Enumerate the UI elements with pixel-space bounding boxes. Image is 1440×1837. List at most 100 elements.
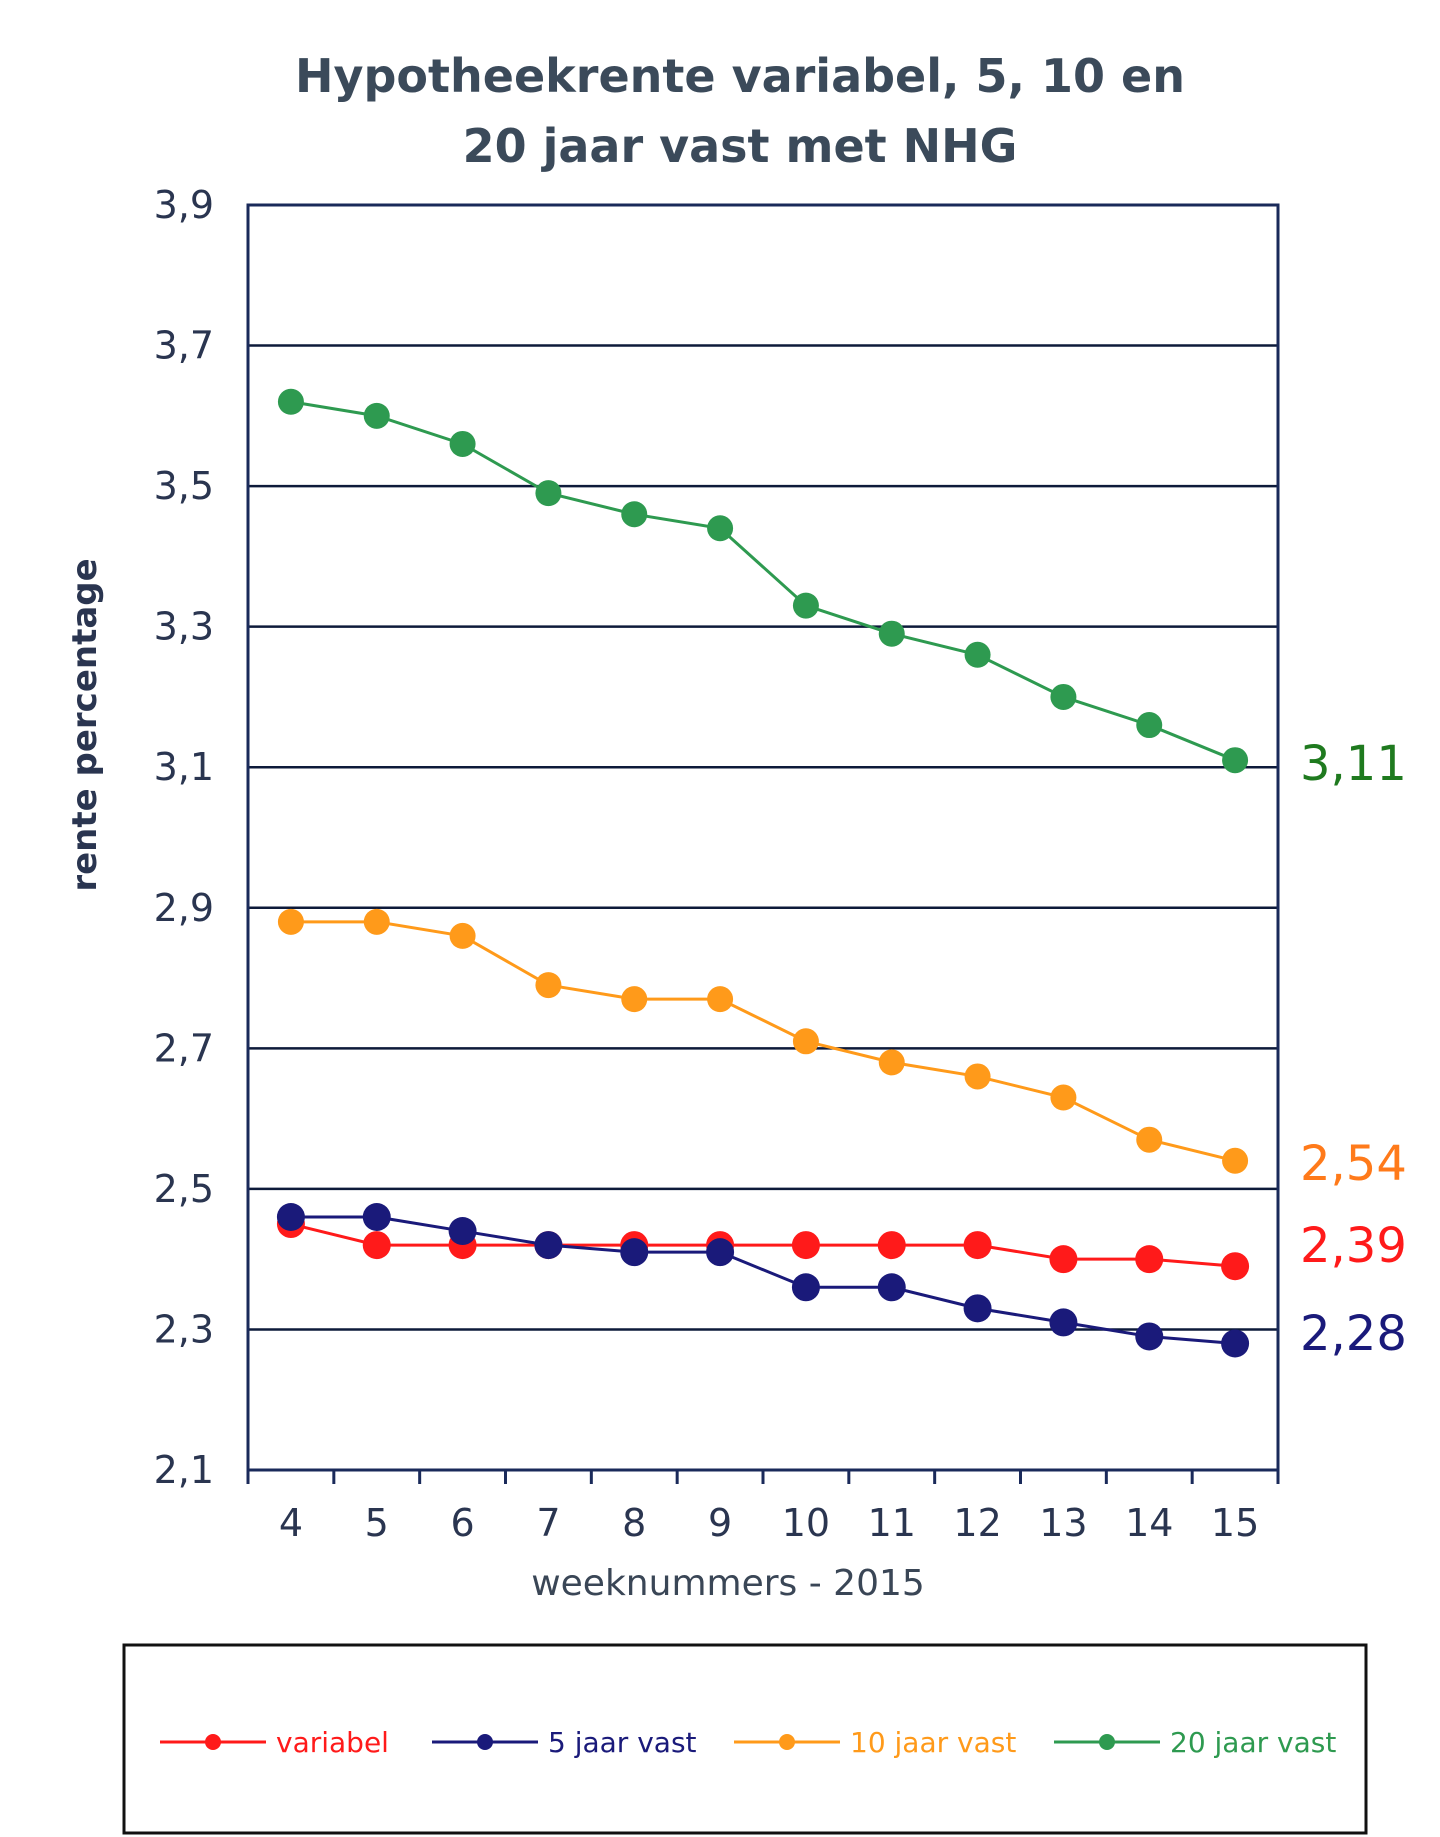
series-20-jaar-vast (277, 388, 1249, 774)
data-point (362, 1231, 391, 1260)
data-point (878, 620, 905, 647)
series-line (290, 1222, 1236, 1268)
y-tick-label: 2,7 (154, 1026, 214, 1070)
legend-label: 20 jaar vast (1170, 1726, 1336, 1759)
data-point (621, 986, 648, 1013)
series-5-jaar-vast (276, 1203, 1250, 1358)
x-tick-label: 7 (536, 1501, 560, 1545)
data-point (1135, 1245, 1164, 1274)
x-tick-label: 8 (622, 1501, 646, 1545)
chart-title-line-1: Hypotheekrente variabel, 5, 10 en (295, 49, 1185, 103)
y-tick-label: 3,3 (154, 605, 214, 649)
series-line (290, 400, 1236, 762)
legend-item: 5 jaar vast (432, 1726, 697, 1759)
x-tick-label: 11 (868, 1501, 916, 1545)
y-axis-title: rente percentage (65, 558, 105, 891)
data-point (878, 1049, 905, 1076)
data-point (1049, 1308, 1078, 1337)
data-point (535, 972, 562, 999)
series-line (290, 1215, 1236, 1345)
legend-marker (205, 1734, 221, 1750)
x-tick-label: 4 (279, 1501, 303, 1545)
data-point (449, 922, 476, 949)
chart-title-line-2: 20 jaar vast met NHG (463, 119, 1018, 173)
end-labels: 3,11 2,54 2,39 2,28 (1300, 736, 1407, 1362)
data-point (362, 1203, 391, 1231)
x-tick-label: 14 (1125, 1501, 1173, 1545)
data-point (1049, 1245, 1078, 1274)
y-tick-label: 2,5 (154, 1167, 214, 1211)
data-point (535, 480, 562, 507)
y-tick-label: 3,9 (154, 183, 214, 227)
gridlines (248, 344, 1278, 1331)
data-point (1050, 683, 1077, 710)
y-tick-label: 3,1 (154, 745, 214, 789)
x-tick-label: 13 (1039, 1501, 1087, 1545)
legend-label: variabel (276, 1726, 389, 1759)
y-tick-label: 2,3 (154, 1307, 214, 1351)
data-point (792, 592, 819, 619)
series-layer (276, 388, 1250, 1358)
data-point (534, 1231, 563, 1260)
data-point (1135, 1322, 1164, 1351)
y-tick-label: 2,9 (154, 886, 214, 930)
data-point (707, 515, 734, 542)
data-point (707, 986, 734, 1013)
x-tick-label: 6 (450, 1501, 474, 1545)
data-point (621, 501, 648, 528)
end-value-label: 2,28 (1300, 1306, 1407, 1362)
x-tick-label: 12 (953, 1501, 1001, 1545)
legend-marker (1099, 1734, 1115, 1750)
legend-item: 10 jaar vast (734, 1726, 1016, 1759)
data-point (276, 1203, 305, 1231)
data-point (877, 1273, 906, 1302)
data-point (620, 1238, 649, 1267)
data-point (449, 430, 476, 457)
y-tick-label: 3,7 (154, 324, 214, 368)
data-point (363, 402, 390, 429)
y-tick-label: 2,1 (154, 1448, 214, 1492)
data-point (792, 1028, 819, 1055)
end-value-label: 3,11 (1300, 736, 1407, 792)
end-value-label: 2,54 (1300, 1136, 1407, 1192)
legend-marker (477, 1734, 493, 1750)
data-point (964, 1063, 991, 1090)
series-line (290, 920, 1236, 1163)
data-point (706, 1238, 735, 1267)
legend: variabel 5 jaar vast 10 jaar vast 20 jaar v… (160, 1726, 1336, 1759)
data-point (1222, 747, 1249, 774)
data-point (1050, 1084, 1077, 1111)
x-tick-label: 10 (782, 1501, 830, 1545)
x-tick-label: 5 (365, 1501, 389, 1545)
data-point (277, 388, 304, 415)
data-point (1221, 1252, 1250, 1281)
data-point (877, 1231, 906, 1260)
x-axis-ticks: 4 5 6 7 8 9 10 11 12 13 14 15 (246, 1470, 1280, 1545)
y-tick-label: 3,5 (154, 464, 214, 508)
legend-marker (779, 1734, 795, 1750)
data-point (963, 1294, 992, 1323)
legend-item: variabel (160, 1726, 389, 1759)
plot-frame (246, 203, 1280, 1472)
data-point (448, 1217, 477, 1246)
x-tick-label: 9 (708, 1501, 732, 1545)
data-point (1221, 1329, 1250, 1358)
series-10-jaar-vast (277, 908, 1249, 1174)
data-point (277, 908, 304, 935)
data-point (963, 1231, 992, 1260)
data-point (791, 1273, 820, 1302)
x-tick-label: 15 (1211, 1501, 1259, 1545)
data-point (964, 641, 991, 668)
data-point (791, 1231, 820, 1260)
data-point (1136, 1126, 1163, 1153)
data-point (1222, 1147, 1249, 1174)
y-axis-ticks: 2,1 2,3 2,5 2,7 2,9 3,1 3,3 3,5 3,7 3,9 (154, 183, 214, 1492)
legend-box (122, 1643, 1368, 1835)
legend-label: 10 jaar vast (850, 1726, 1016, 1759)
legend-label: 5 jaar vast (548, 1726, 697, 1759)
end-value-label: 2,39 (1300, 1218, 1407, 1274)
data-point (363, 908, 390, 935)
data-point (1136, 712, 1163, 739)
x-axis-title: weeknummers - 2015 (531, 1563, 925, 1604)
